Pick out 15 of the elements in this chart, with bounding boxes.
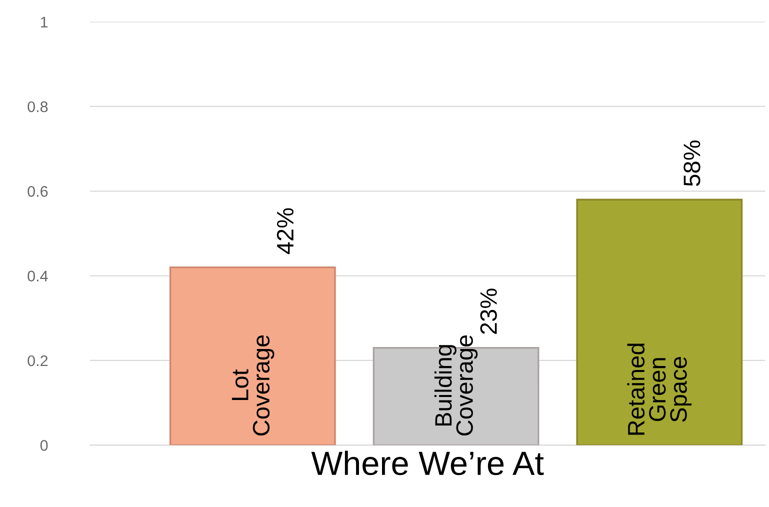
- x-tick-label: Retained Green Space: [627, 344, 692, 435]
- bar: [576, 198, 743, 446]
- y-tick-label: 0: [40, 440, 48, 451]
- data-label: 58%: [684, 140, 700, 186]
- y-tick-label: 0.4: [28, 270, 48, 282]
- y-tick-label: 1: [40, 16, 48, 28]
- x-tick-label: Building Coverage: [434, 335, 478, 436]
- x-tick-label: Lot Coverage: [232, 335, 274, 436]
- data-label: 42%: [276, 208, 294, 254]
- data-label: 23%: [480, 288, 497, 334]
- x-axis-title: Where We’re At: [311, 450, 544, 476]
- y-tick-label: 0.8: [28, 101, 48, 112]
- bar: [169, 266, 336, 446]
- y-tick-label: 0.2: [28, 355, 48, 366]
- y-tick-label: 0.6: [28, 186, 48, 197]
